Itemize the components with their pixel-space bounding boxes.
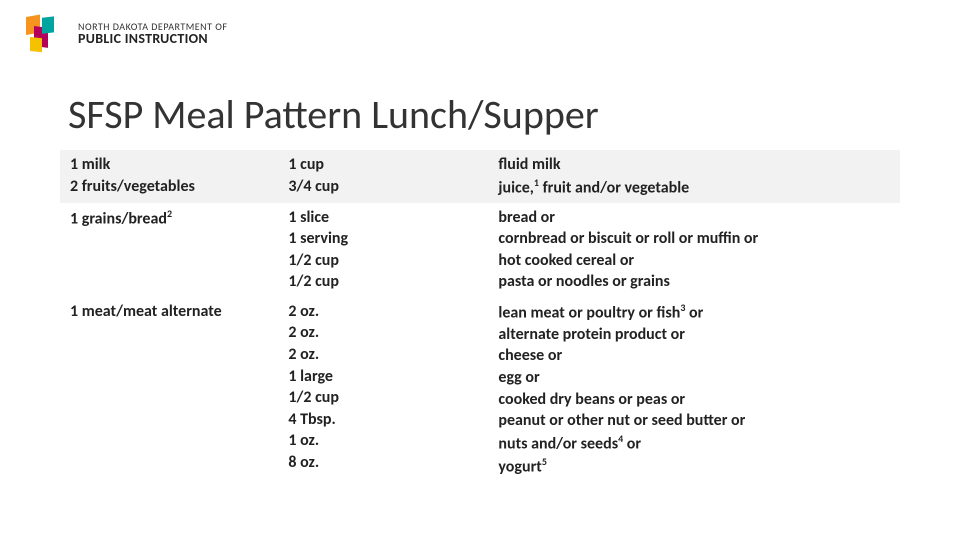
cell-line: alternate protein product or bbox=[498, 324, 890, 346]
cell-line: cheese or bbox=[498, 345, 890, 367]
cell-line: bread or bbox=[498, 207, 890, 229]
cell-line: 1 slice bbox=[288, 207, 478, 229]
cell-line: yogurt5 bbox=[498, 455, 890, 478]
cell-line: peanut or other nut or seed butter or bbox=[498, 410, 890, 432]
footnote-ref: 1 bbox=[534, 176, 539, 189]
component-cell: 1 milk2 fruits/vegetables bbox=[60, 150, 278, 203]
cell-line: 1 oz. bbox=[288, 430, 478, 452]
component-cell: 1 grains/bread2 bbox=[60, 203, 278, 297]
cell-line: 1 grains/bread2 bbox=[70, 207, 268, 230]
cell-line: 4 Tbsp. bbox=[288, 409, 478, 431]
cell-line: 2 oz. bbox=[288, 344, 478, 366]
table-row: 1 milk2 fruits/vegetables1 cup3/4 cupflu… bbox=[60, 150, 900, 203]
cell-line: 1 serving bbox=[288, 228, 478, 250]
logo-mark-icon bbox=[20, 10, 68, 58]
cell-line: fluid milk bbox=[498, 154, 890, 176]
logo-line2: PUBLIC INSTRUCTION bbox=[78, 32, 227, 46]
cell-line: 2 oz. bbox=[288, 301, 478, 323]
table: 1 milk2 fruits/vegetables1 cup3/4 cupflu… bbox=[60, 150, 900, 482]
page-title: SFSP Meal Pattern Lunch/Supper bbox=[68, 90, 599, 139]
amount-cell: 2 oz.2 oz.2 oz.1 large1/2 cup4 Tbsp.1 oz… bbox=[278, 297, 488, 482]
footnote-ref: 3 bbox=[680, 301, 685, 314]
cell-line: 2 oz. bbox=[288, 322, 478, 344]
cell-line: pasta or noodles or grains bbox=[498, 271, 890, 293]
cell-line: hot cooked cereal or bbox=[498, 250, 890, 272]
cell-line: 1 meat/meat alternate bbox=[70, 301, 268, 323]
cell-line: cooked dry beans or peas or bbox=[498, 389, 890, 411]
amount-cell: 1 slice1 serving1/2 cup1/2 cup bbox=[278, 203, 488, 297]
cell-line: 1/2 cup bbox=[288, 387, 478, 409]
cell-line: 3/4 cup bbox=[288, 176, 478, 198]
cell-line: 1/2 cup bbox=[288, 271, 478, 293]
footnote-ref: 4 bbox=[618, 432, 623, 445]
description-cell: lean meat or poultry or fish3 oralternat… bbox=[488, 297, 900, 482]
component-cell: 1 meat/meat alternate bbox=[60, 297, 278, 482]
cell-line: cornbread or biscuit or roll or muffin o… bbox=[498, 228, 890, 250]
logo-text: NORTH DAKOTA DEPARTMENT OF PUBLIC INSTRU… bbox=[78, 22, 227, 46]
cell-line: egg or bbox=[498, 367, 890, 389]
description-cell: bread orcornbread or biscuit or roll or … bbox=[488, 203, 900, 297]
cell-line: 2 fruits/vegetables bbox=[70, 176, 268, 198]
description-cell: fluid milkjuice,1 fruit and/or vegetable bbox=[488, 150, 900, 203]
cell-line: lean meat or poultry or fish3 or bbox=[498, 301, 890, 324]
cell-line: 1 cup bbox=[288, 154, 478, 176]
footnote-ref: 2 bbox=[167, 207, 172, 220]
table-row: 1 grains/bread21 slice1 serving1/2 cup1/… bbox=[60, 203, 900, 297]
cell-line: juice,1 fruit and/or vegetable bbox=[498, 176, 890, 199]
footnote-ref: 5 bbox=[542, 455, 547, 468]
logo: NORTH DAKOTA DEPARTMENT OF PUBLIC INSTRU… bbox=[20, 10, 227, 58]
meal-pattern-table: 1 milk2 fruits/vegetables1 cup3/4 cupflu… bbox=[60, 150, 900, 482]
cell-line: 1 milk bbox=[70, 154, 268, 176]
cell-line: 8 oz. bbox=[288, 452, 478, 474]
cell-line: 1/2 cup bbox=[288, 250, 478, 272]
table-row: 1 meat/meat alternate2 oz.2 oz.2 oz.1 la… bbox=[60, 297, 900, 482]
cell-line: nuts and/or seeds4 or bbox=[498, 432, 890, 455]
cell-line: 1 large bbox=[288, 366, 478, 388]
amount-cell: 1 cup3/4 cup bbox=[278, 150, 488, 203]
